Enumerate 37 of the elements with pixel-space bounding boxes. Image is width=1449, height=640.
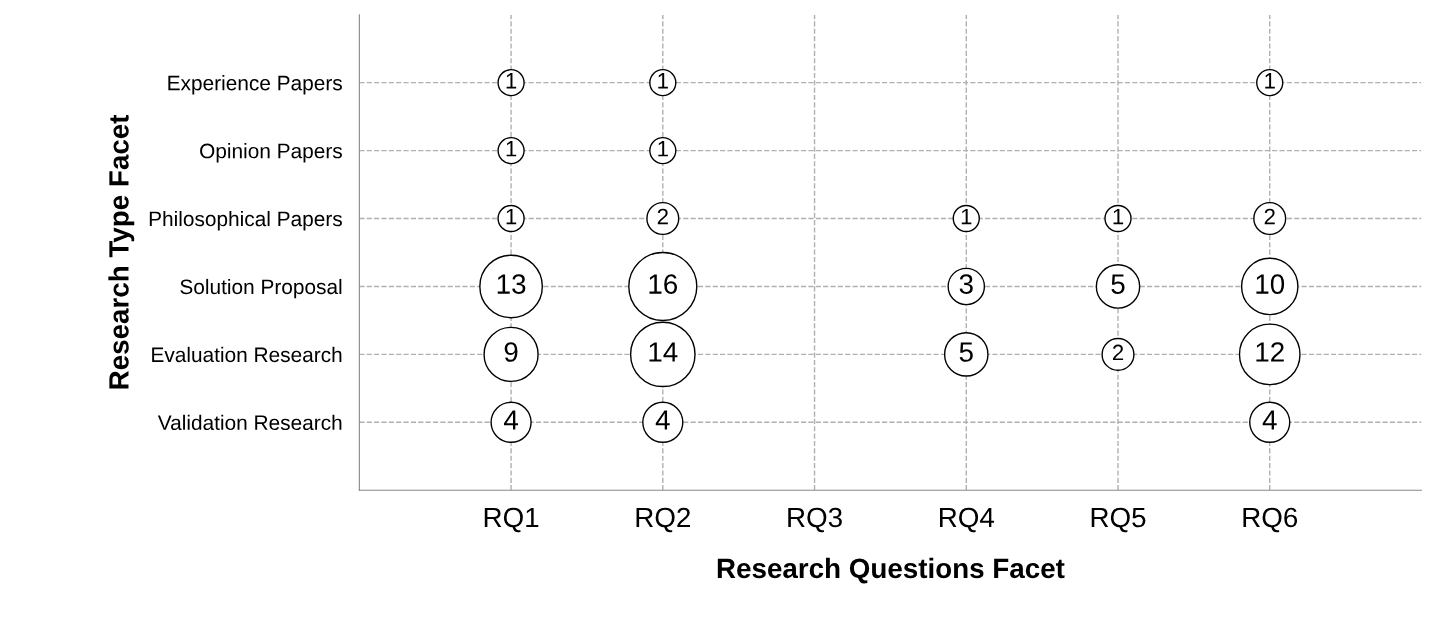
- data-label: 2: [1264, 208, 1275, 225]
- y-tick-label: Philosophical Papers: [149, 210, 342, 231]
- data-label: 1: [658, 141, 668, 157]
- data-label: 1: [658, 73, 668, 89]
- y-tick-label: Experience Papers: [168, 75, 342, 95]
- data-label: 1: [961, 208, 972, 225]
- x-tick-label: RQ3: [788, 507, 842, 533]
- data-label: 14: [649, 342, 678, 362]
- data-label: 3: [959, 274, 973, 294]
- y-tick-label: Solution Proposal: [180, 278, 342, 299]
- data-label: 13: [497, 274, 526, 294]
- data-label: 5: [959, 342, 973, 362]
- data-label: 10: [1256, 274, 1285, 294]
- x-axis-title: Research Questions Facet: [717, 557, 1065, 584]
- data-label: 4: [655, 410, 670, 430]
- data-label: 1: [1113, 208, 1124, 225]
- data-label: 9: [504, 342, 518, 362]
- data-label: 2: [657, 208, 668, 225]
- data-label: 4: [504, 410, 518, 430]
- data-label: 12: [1256, 342, 1284, 362]
- y-tick-label: Opinion Papers: [200, 143, 342, 163]
- data-label: 16: [649, 274, 678, 294]
- data-label: 5: [1111, 274, 1125, 294]
- y-tick-label: Validation Research: [157, 414, 342, 431]
- y-axis-title: Research Type Facet: [108, 114, 135, 389]
- x-tick-label: RQ5: [1091, 507, 1146, 533]
- x-tick-label: RQ4: [940, 507, 995, 533]
- x-tick-label: RQ2: [636, 507, 690, 533]
- data-label: 1: [506, 208, 517, 225]
- data-label: 1: [1265, 73, 1275, 89]
- y-tick-label: Evaluation Research: [152, 346, 342, 363]
- data-label: 2: [1112, 344, 1124, 361]
- data-label: 4: [1262, 410, 1277, 430]
- data-label: 1: [506, 141, 517, 157]
- x-tick-label: RQ6: [1243, 507, 1298, 533]
- x-tick-label: RQ1: [484, 507, 539, 533]
- data-label: 1: [506, 73, 517, 89]
